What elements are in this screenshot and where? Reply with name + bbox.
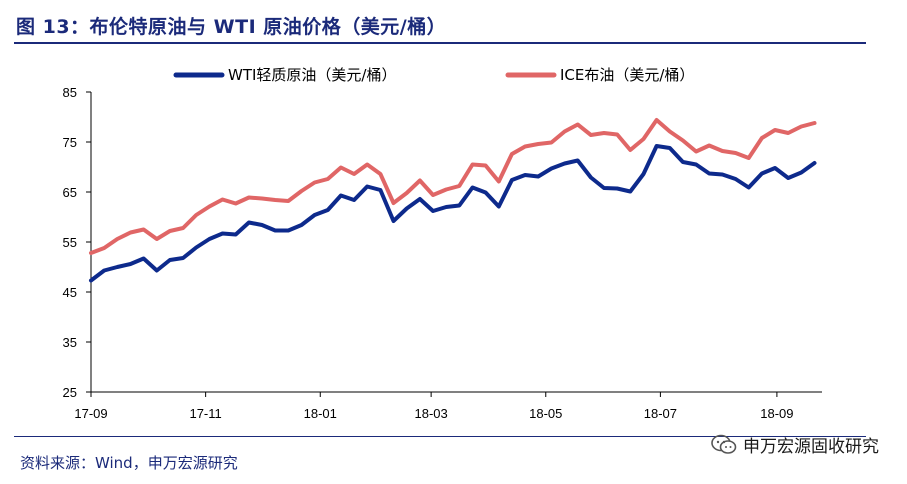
price-line-chart: WTI轻质原油（美元/桶） ICE布油（美元/桶） 25354555657585 … [63, 66, 822, 421]
x-tick-label: 18-07 [644, 406, 677, 421]
x-tick-label: 17-09 [74, 406, 107, 421]
x-tick-label: 17-11 [189, 406, 221, 421]
source-note: 资料来源：Wind，申万宏源研究 [20, 454, 238, 472]
x-tick-label: 18-03 [415, 406, 448, 421]
y-tick-label: 35 [63, 335, 77, 350]
plot-area [89, 118, 817, 283]
x-tick-label: 18-05 [529, 406, 562, 421]
y-tick-label: 45 [63, 285, 77, 300]
figure-title: 图 13：布伦特原油与 WTI 原油价格（美元/桶） [16, 16, 447, 38]
y-axis: 25 35 45 55 65 75 85 [63, 85, 92, 400]
watermark-text: 申万宏源固收研究 [743, 437, 879, 457]
y-tick-label: 65 [63, 185, 77, 200]
x-tick-label: 18-01 [304, 406, 337, 421]
x-tick-label: 18-09 [760, 406, 793, 421]
wechat-icon [711, 434, 737, 454]
chart-legend: WTI轻质原油（美元/桶） ICE布油（美元/桶） [173, 66, 694, 84]
y-tick-label: 85 [63, 85, 77, 100]
legend-label: ICE布油（美元/桶） [560, 66, 694, 84]
series-line-wti [89, 144, 817, 283]
y-tick-label: 55 [63, 235, 77, 250]
title-rule [14, 42, 866, 44]
series-line-ice [89, 118, 817, 255]
watermark: 申万宏源固收研究 [711, 432, 879, 457]
footer-rule [14, 436, 866, 437]
x-axis: 17-09 17-11 18-01 18-03 18-05 18-07 18-09 [74, 391, 822, 421]
y-tick-label: 25 [63, 385, 77, 400]
y-tick-label: 75 [63, 135, 77, 150]
legend-label: WTI轻质原油（美元/桶） [228, 66, 396, 84]
